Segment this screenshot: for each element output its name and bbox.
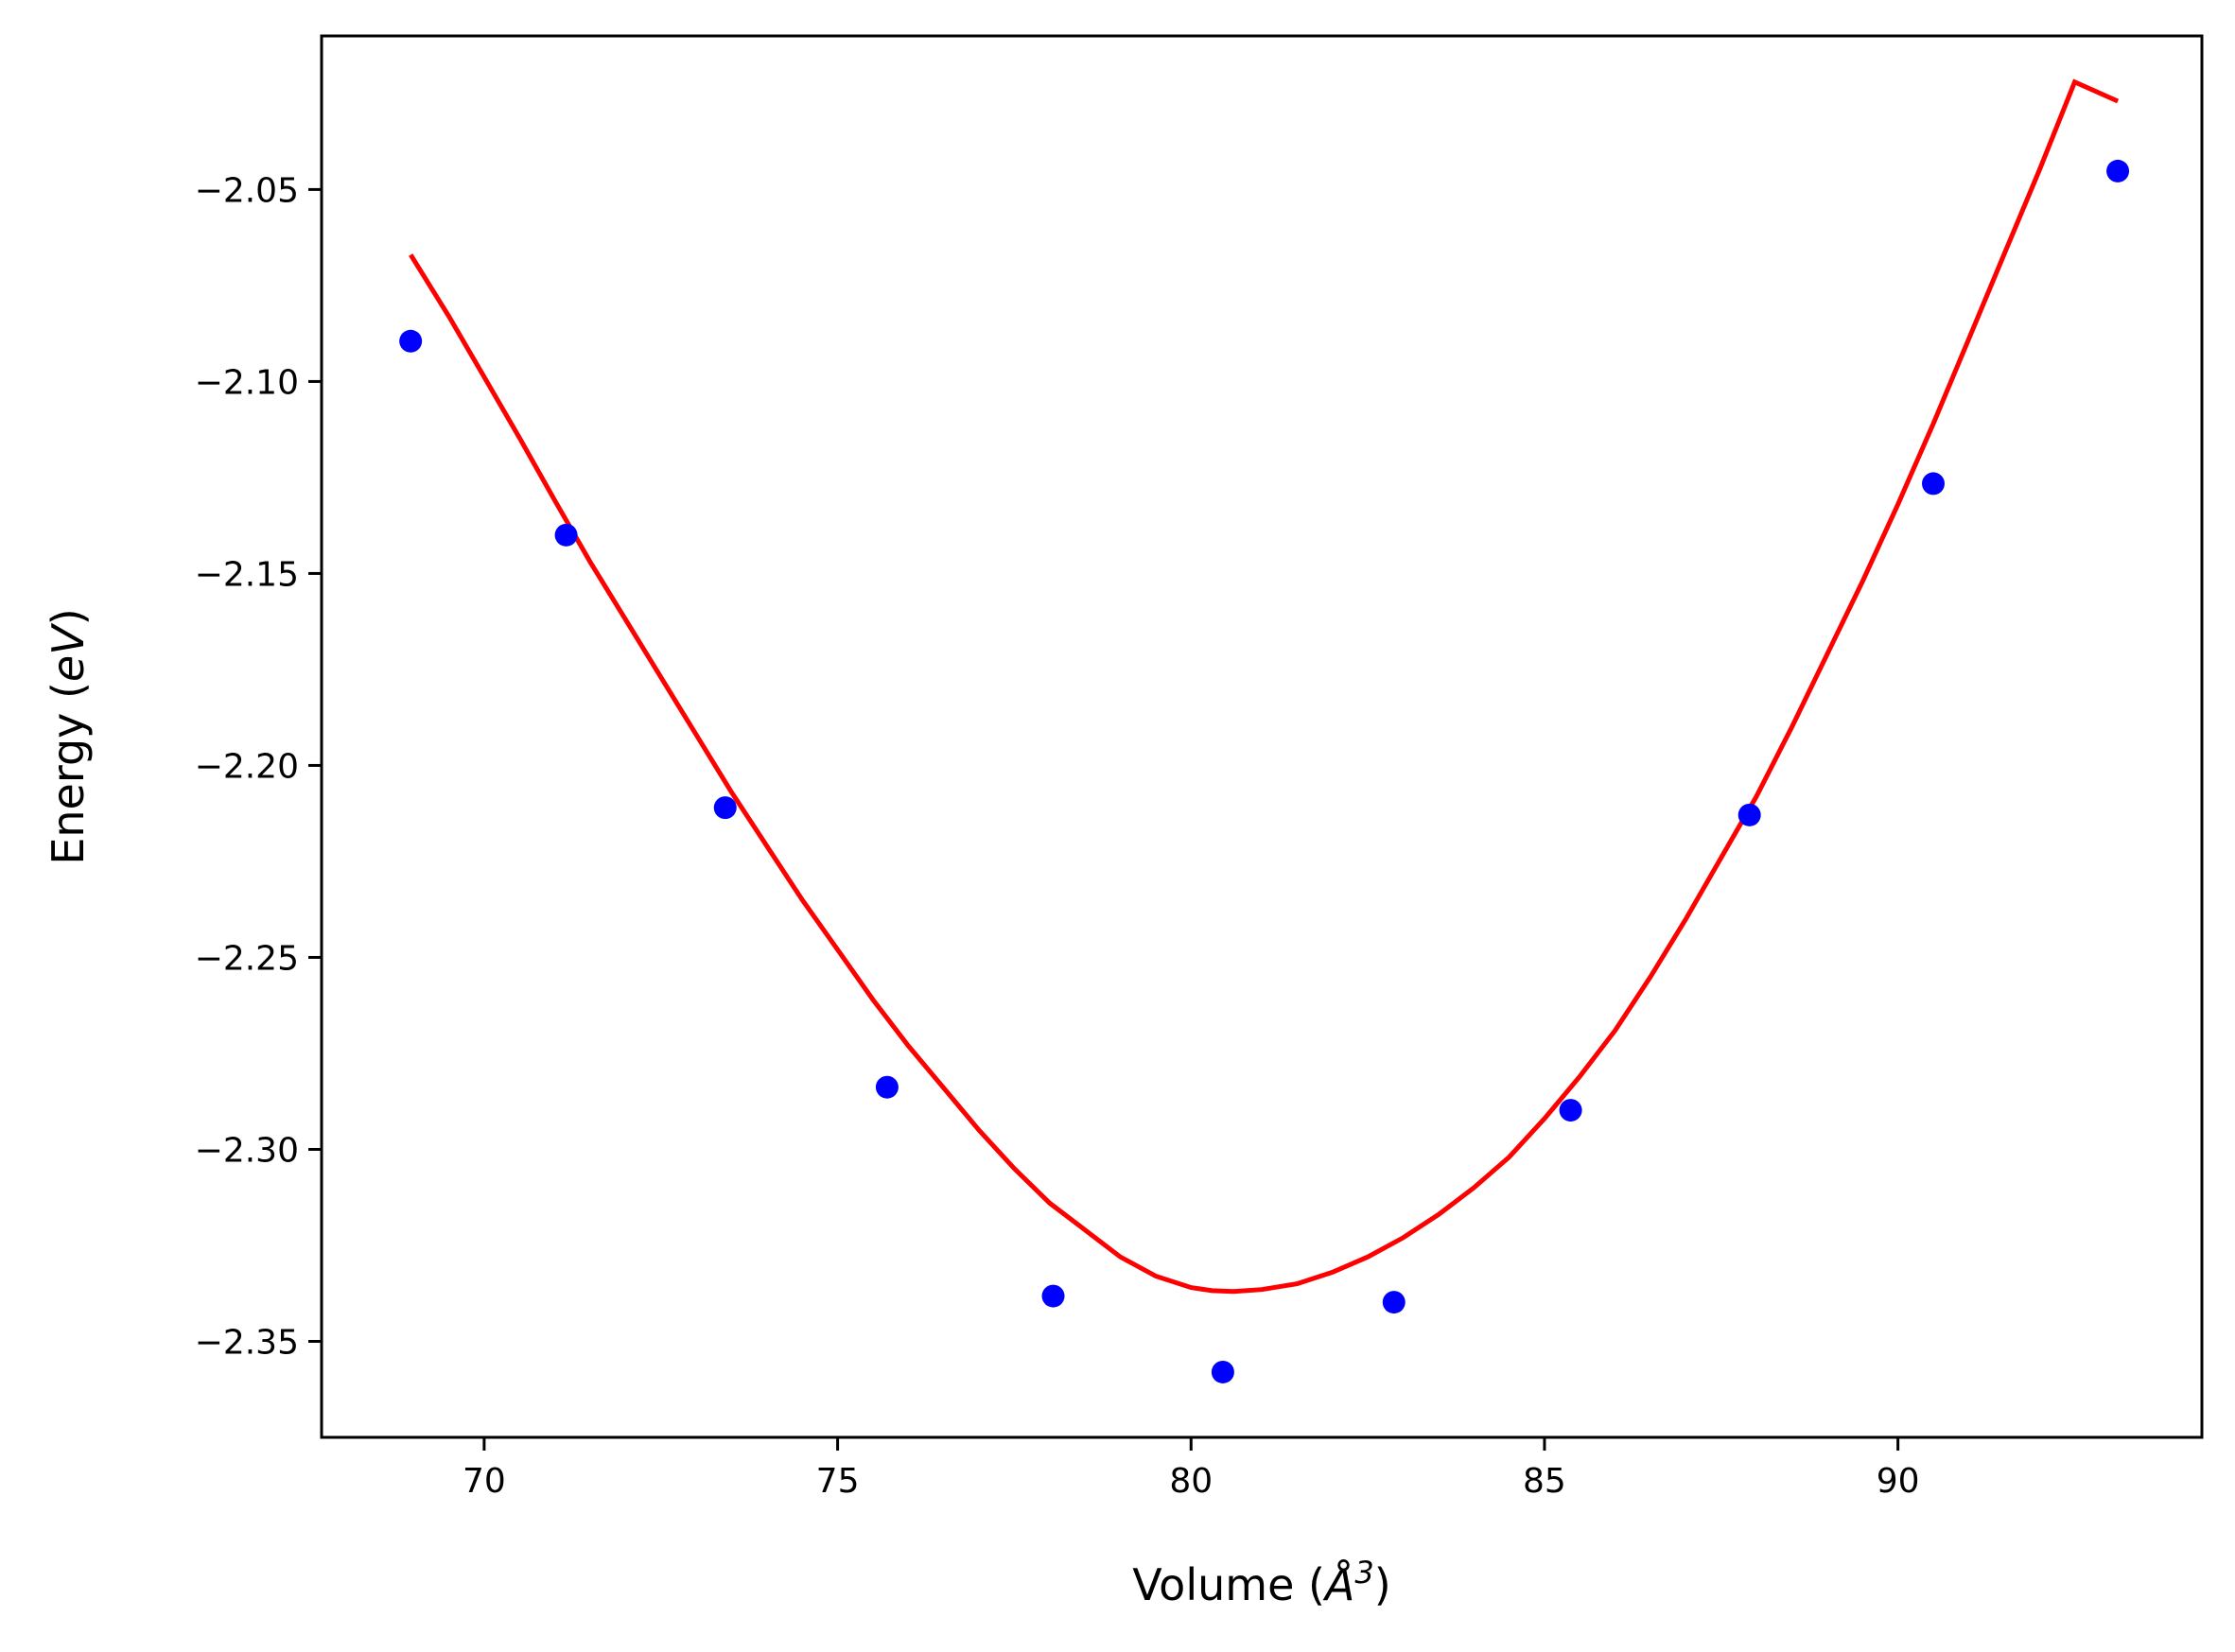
y-tick-label: −2.15 [195,555,299,594]
fit-curve [409,78,2120,1295]
y-axis-label-suffix: ) [43,608,94,625]
y-axis-ticks: −2.05 −2.10 −2.15 −2.20 −2.25 −2.30 −2.35 [195,171,322,1362]
data-point [554,523,578,547]
x-tick-label: 85 [1523,1462,1566,1501]
y-tick-label: −2.30 [195,1131,299,1170]
x-axis-label-sup: 3 [1354,1555,1373,1591]
x-axis-label-symbol: Å [1322,1559,1354,1610]
data-points [399,159,2130,1383]
y-axis-label-prefix: Energy ( [43,682,94,865]
x-tick-label: 70 [463,1462,506,1501]
y-tick-label: −2.10 [195,363,299,402]
y-tick-label: −2.05 [195,171,299,210]
y-tick-label: −2.35 [195,1323,299,1362]
x-axis-label-suffix: ) [1374,1559,1391,1610]
x-tick-label: 80 [1169,1462,1213,1501]
data-point [399,329,423,353]
data-point [1922,472,1945,496]
data-point [1737,803,1761,826]
data-point [1559,1099,1582,1122]
data-point [1041,1284,1065,1308]
y-tick-label: −2.20 [195,747,299,786]
y-axis-label-italic: eV [43,622,94,682]
x-axis-label-prefix: Volume ( [1132,1559,1325,1610]
data-point [2106,159,2130,183]
data-point [875,1075,899,1099]
y-tick-label: −2.25 [195,939,299,978]
x-axis-label: Volume (Å3) [1132,1555,1390,1610]
data-point [1211,1360,1234,1383]
x-tick-label: 90 [1877,1462,1920,1501]
x-tick-label: 75 [816,1462,860,1501]
data-point [713,796,737,820]
y-axis-label: Energy (eV) [43,608,94,864]
axes-frame [320,34,2204,1439]
x-axis-ticks: 70 75 80 85 90 [463,1437,1920,1501]
data-point [1382,1291,1406,1314]
